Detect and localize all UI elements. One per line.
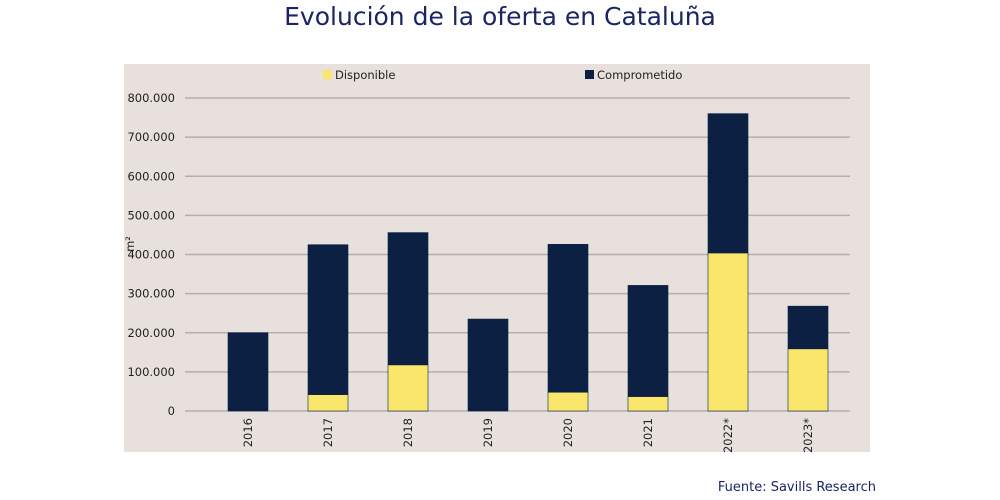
y-tick-label: 400.000 <box>127 248 175 262</box>
bar-comprometido-2023* <box>787 305 829 350</box>
bar-comprometido-2017 <box>307 244 349 395</box>
bar-disponible-2023* <box>787 348 829 412</box>
y-axis-label: m² <box>123 236 137 252</box>
bar-disponible-2017 <box>307 394 349 412</box>
bar-disponible-2020 <box>547 391 589 412</box>
y-tick-label: 600.000 <box>127 169 175 183</box>
bar-comprometido-2019 <box>467 318 509 412</box>
bar-comprometido-2021 <box>627 285 669 397</box>
bar-comprometido-2022* <box>707 113 749 254</box>
y-tick-label: 800.000 <box>127 91 175 105</box>
y-tick-label: 200.000 <box>127 326 175 340</box>
x-tick-label: 2021 <box>641 418 655 447</box>
y-tick-label: 0 <box>168 404 175 418</box>
y-tick-label: 700.000 <box>127 130 175 144</box>
bar-disponible-2022* <box>707 252 749 412</box>
y-tick-label: 100.000 <box>127 365 175 379</box>
bar-disponible-2021 <box>627 396 669 412</box>
x-tick-label: 2016 <box>241 418 255 447</box>
y-tick-label: 500.000 <box>127 208 175 222</box>
chart-title: Evolución de la oferta en Cataluña <box>284 2 716 31</box>
legend-label-comprometido: Comprometido <box>597 68 682 82</box>
bar-comprometido-2018 <box>387 232 429 366</box>
x-tick-label: 2018 <box>401 418 415 447</box>
x-tick-label: 2020 <box>561 418 575 447</box>
bar-comprometido-2020 <box>547 244 589 393</box>
bar-disponible-2018 <box>387 364 429 412</box>
y-tick-label: 300.000 <box>127 287 175 301</box>
legend-swatch-disponible <box>323 70 332 79</box>
x-tick-label: 2019 <box>481 418 495 447</box>
legend-swatch-comprometido <box>585 70 594 79</box>
x-tick-label: 2023* <box>801 418 815 453</box>
x-tick-label: 2022* <box>721 418 735 453</box>
x-tick-label: 2017 <box>321 418 335 447</box>
legend-label-disponible: Disponible <box>335 68 395 82</box>
bar-comprometido-2016 <box>227 332 269 412</box>
source-note: Fuente: Savills Research <box>717 480 876 495</box>
